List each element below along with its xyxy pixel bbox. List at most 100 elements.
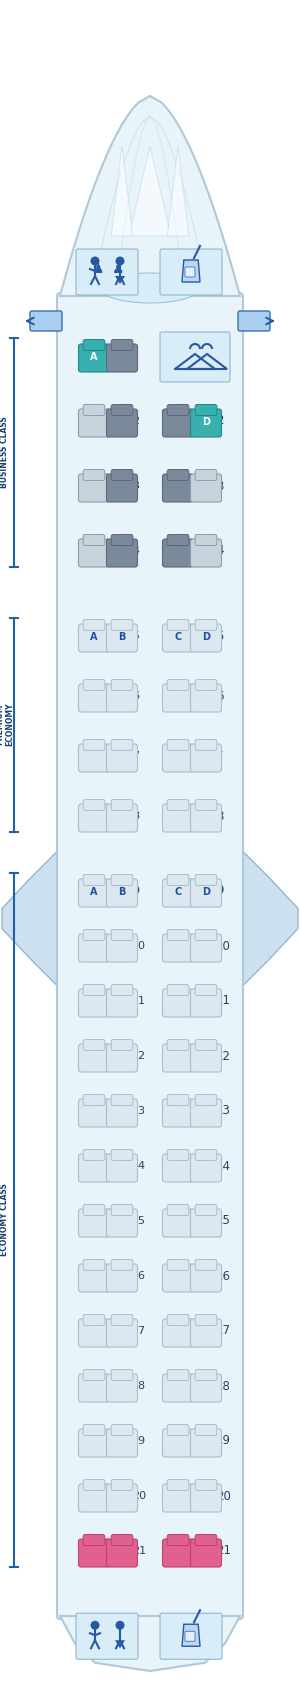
FancyBboxPatch shape [195,1425,217,1435]
Polygon shape [129,147,171,236]
FancyBboxPatch shape [167,1204,189,1216]
FancyBboxPatch shape [195,1150,217,1160]
FancyBboxPatch shape [83,1425,105,1435]
Text: ♟: ♟ [92,261,104,277]
FancyBboxPatch shape [106,1153,137,1182]
FancyBboxPatch shape [167,985,189,995]
FancyBboxPatch shape [106,1209,137,1238]
Text: 6: 6 [216,690,224,703]
FancyBboxPatch shape [79,1484,110,1512]
FancyBboxPatch shape [163,685,194,711]
FancyBboxPatch shape [167,1259,189,1271]
FancyBboxPatch shape [190,474,221,502]
FancyBboxPatch shape [83,1534,105,1546]
FancyBboxPatch shape [163,1374,194,1403]
FancyBboxPatch shape [79,1430,110,1457]
FancyBboxPatch shape [79,1044,110,1072]
FancyBboxPatch shape [185,1632,195,1640]
FancyBboxPatch shape [76,1614,138,1659]
Text: 13: 13 [132,1106,146,1116]
FancyBboxPatch shape [106,744,137,772]
Text: 11: 11 [132,996,146,1007]
FancyBboxPatch shape [30,310,62,330]
FancyBboxPatch shape [160,250,222,295]
FancyBboxPatch shape [163,934,194,963]
FancyBboxPatch shape [83,1369,105,1381]
FancyBboxPatch shape [57,293,243,1619]
FancyBboxPatch shape [83,875,105,885]
FancyBboxPatch shape [190,1484,221,1512]
FancyBboxPatch shape [111,1369,133,1381]
FancyBboxPatch shape [111,985,133,995]
FancyBboxPatch shape [106,540,137,566]
FancyBboxPatch shape [106,1539,137,1566]
Circle shape [116,1620,124,1630]
Text: C: C [174,632,182,642]
FancyBboxPatch shape [190,990,221,1017]
FancyBboxPatch shape [190,1430,221,1457]
FancyBboxPatch shape [163,1209,194,1238]
FancyBboxPatch shape [190,878,221,907]
FancyBboxPatch shape [111,1259,133,1271]
Text: 4: 4 [132,546,139,556]
FancyBboxPatch shape [195,679,217,691]
Text: 3: 3 [132,481,139,491]
FancyBboxPatch shape [76,250,138,295]
FancyBboxPatch shape [163,410,194,437]
FancyBboxPatch shape [190,1044,221,1072]
Text: B: B [118,632,126,642]
FancyBboxPatch shape [83,1150,105,1160]
FancyBboxPatch shape [160,332,230,383]
FancyBboxPatch shape [163,1539,194,1566]
Text: ♟: ♟ [112,261,124,277]
FancyBboxPatch shape [79,1099,110,1126]
FancyBboxPatch shape [111,1094,133,1106]
FancyBboxPatch shape [167,1040,189,1050]
FancyBboxPatch shape [83,339,105,351]
FancyBboxPatch shape [106,1318,137,1347]
FancyBboxPatch shape [190,1318,221,1347]
FancyBboxPatch shape [163,1153,194,1182]
Text: 20: 20 [216,1489,231,1502]
FancyBboxPatch shape [83,619,105,631]
FancyBboxPatch shape [190,540,221,566]
Text: 13: 13 [216,1104,231,1118]
FancyBboxPatch shape [106,344,137,373]
FancyBboxPatch shape [83,679,105,691]
FancyBboxPatch shape [190,685,221,711]
FancyBboxPatch shape [163,878,194,907]
Text: 15: 15 [132,1216,146,1226]
FancyBboxPatch shape [83,469,105,481]
Text: D: D [202,887,210,897]
Text: 17: 17 [132,1325,146,1335]
FancyBboxPatch shape [111,679,133,691]
FancyBboxPatch shape [111,1534,133,1546]
FancyBboxPatch shape [106,410,137,437]
FancyBboxPatch shape [167,679,189,691]
Text: A: A [90,632,98,642]
FancyBboxPatch shape [163,1044,194,1072]
Text: D: D [202,632,210,642]
Text: 12: 12 [216,1049,231,1062]
FancyBboxPatch shape [163,474,194,502]
FancyBboxPatch shape [195,619,217,631]
FancyBboxPatch shape [106,685,137,711]
FancyBboxPatch shape [83,534,105,546]
FancyBboxPatch shape [79,344,110,373]
FancyBboxPatch shape [83,1204,105,1216]
FancyBboxPatch shape [79,474,110,502]
FancyBboxPatch shape [163,1484,194,1512]
FancyBboxPatch shape [111,740,133,750]
Text: 18: 18 [216,1379,231,1393]
Text: 14: 14 [132,1162,146,1172]
FancyBboxPatch shape [195,1534,217,1546]
FancyBboxPatch shape [79,934,110,963]
FancyBboxPatch shape [106,804,137,831]
Text: 1: 1 [216,349,224,362]
FancyBboxPatch shape [195,469,217,481]
FancyBboxPatch shape [79,878,110,907]
Text: 5: 5 [132,631,139,641]
FancyBboxPatch shape [167,1315,189,1325]
FancyBboxPatch shape [195,929,217,941]
FancyBboxPatch shape [195,740,217,750]
